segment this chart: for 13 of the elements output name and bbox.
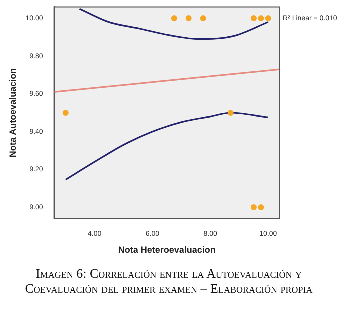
point — [186, 16, 192, 22]
point — [258, 16, 264, 22]
point — [171, 16, 178, 22]
point — [228, 110, 234, 116]
point — [200, 16, 206, 22]
point — [265, 16, 272, 22]
point — [250, 204, 257, 210]
point — [258, 204, 264, 210]
point — [62, 110, 69, 116]
text: Imagen 6: Correlación entre la Autoevaluación y Coevaluación del primer examen – Elaboración propia — [24, 266, 314, 296]
point — [250, 16, 257, 22]
x-axis-title: Nota Heteroevaluacion — [118, 245, 216, 256]
y-axis-title: Nota Autoevaluacion — [8, 68, 18, 158]
